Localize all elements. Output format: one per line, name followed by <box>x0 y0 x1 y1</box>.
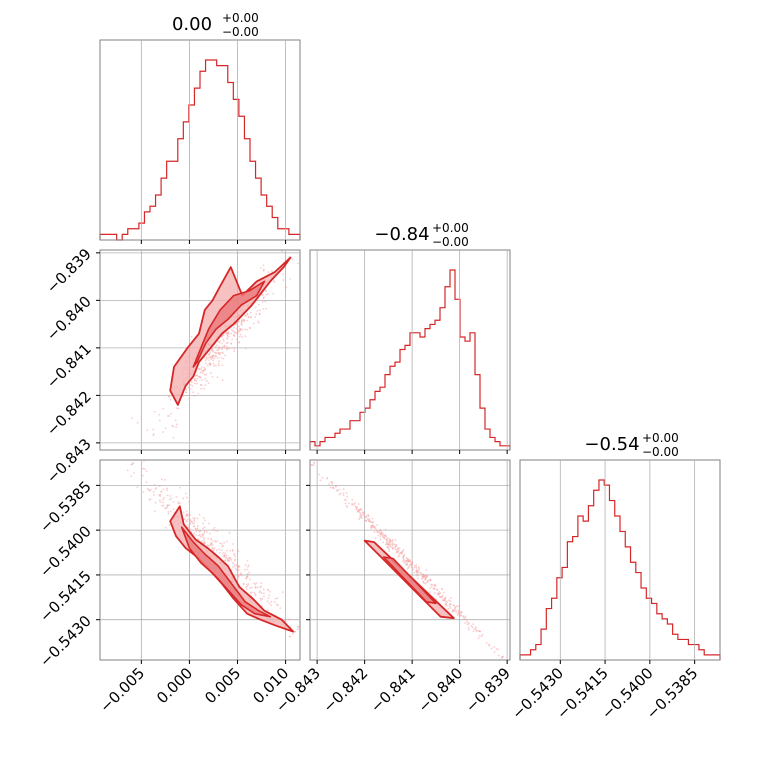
hist-0-frame <box>99 39 301 241</box>
xaxis-0-xticklabel-0: −0.005 <box>96 664 148 716</box>
xaxis-0-xticklabel-2: 0.005 <box>201 664 244 707</box>
xaxis-0-xticklabel-1: 0.000 <box>153 664 196 707</box>
panel-0-1-contour-outer <box>169 256 292 406</box>
param-title-1: −0.84 <box>374 224 429 245</box>
panel-0-2-frame <box>99 459 301 661</box>
panel-1-2-samples <box>310 461 504 659</box>
yaxis-1-yticklabel-3: −0.840 <box>43 292 95 344</box>
panel-0-1-samples <box>130 250 299 439</box>
panel-1-2-contour-inner <box>382 556 437 605</box>
yaxis-1-yticklabel-2: −0.841 <box>43 340 95 392</box>
panel-1-2-frame <box>309 459 511 661</box>
yaxis-1-yticklabel-0: −0.843 <box>43 435 95 487</box>
hist-1-frame <box>309 249 511 451</box>
yaxis-1-yticklabel-1: −0.842 <box>43 387 95 439</box>
yaxis-1-yticklabel-4: −0.839 <box>43 245 95 297</box>
panel-0-2-samples <box>126 460 300 638</box>
xaxis-1-xticklabel-3: −0.840 <box>414 664 466 716</box>
hist-2-step <box>519 479 721 660</box>
panel-0-1-frame <box>99 249 301 451</box>
hist-0 <box>99 59 301 241</box>
hist-2-frame <box>519 459 721 661</box>
hist-0-step <box>99 59 301 241</box>
panel-0-1-contour-inner <box>192 280 266 368</box>
param-title-minus-1: −0.00 <box>432 235 469 249</box>
hist-1 <box>309 269 511 450</box>
xaxis-1-xticklabel-1: −0.842 <box>319 664 371 716</box>
param-title-2: −0.54 <box>584 434 639 455</box>
hist-2 <box>519 479 721 660</box>
param-title-0: 0.00 <box>172 14 212 35</box>
hist-1-step <box>309 269 511 450</box>
xaxis-1-xticklabel-2: −0.841 <box>367 664 419 716</box>
param-title-plus-2: +0.00 <box>642 431 679 445</box>
param-title-minus-0: −0.00 <box>222 25 259 39</box>
param-title-plus-1: +0.00 <box>432 221 469 235</box>
panel-0-2-contour-inner <box>180 526 272 618</box>
param-title-plus-0: +0.00 <box>222 11 259 25</box>
xaxis-1-xticklabel-4: −0.839 <box>462 664 514 716</box>
param-title-minus-2: −0.00 <box>642 445 679 459</box>
